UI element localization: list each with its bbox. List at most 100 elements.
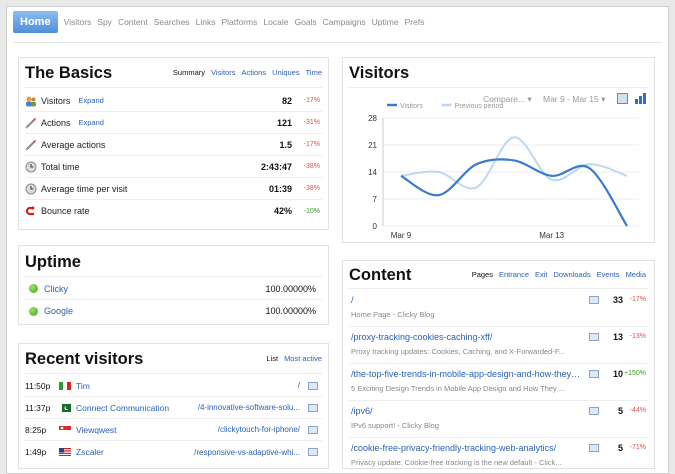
visitors-icon <box>25 95 37 107</box>
tab-media[interactable]: Media <box>625 270 646 279</box>
page-details-icon[interactable] <box>589 444 599 452</box>
nav-locale[interactable]: Locale <box>263 17 289 27</box>
x-tick-label: Mar 9 <box>391 231 412 240</box>
visitors-value: 82 <box>281 95 292 106</box>
content-path[interactable]: /cookie-free-privacy-friendly-tracking-w… <box>351 443 557 453</box>
recent-visitors-title: Recent visitors <box>25 350 144 368</box>
session-icon[interactable] <box>308 403 318 412</box>
nav-divider <box>13 42 662 43</box>
y-tick-label: 0 <box>373 222 378 231</box>
tab-entrance[interactable]: Entrance <box>498 270 529 279</box>
tab-uniques[interactable]: Uniques <box>272 68 300 77</box>
tab-list[interactable]: List <box>266 354 279 363</box>
nav-visitors[interactable]: Visitors <box>63 17 92 27</box>
tab-exit[interactable]: Exit <box>535 270 548 279</box>
nav-prefs[interactable]: Prefs <box>404 17 425 27</box>
nav-home[interactable]: Home <box>13 11 58 33</box>
average-time-value: 01:39 <box>268 183 292 194</box>
visitor-name[interactable]: Zscaler <box>76 447 104 457</box>
content-desc: Proxy tracking updates: Cookies, Caching… <box>351 347 565 356</box>
visitor-name[interactable]: Viewqwest <box>76 424 117 435</box>
content-change: -17% <box>629 296 646 303</box>
clock-icon <box>25 161 37 173</box>
visitor-path[interactable]: /clickytouch-for-iphone/ <box>217 425 300 434</box>
visitor-name[interactable]: Tim <box>76 380 90 391</box>
visitor-path[interactable]: /4-innovative-software-solu... <box>197 403 300 412</box>
y-tick-label: 7 <box>373 195 378 204</box>
nav-campaigns[interactable]: Campaigns <box>322 17 366 27</box>
visitor-path[interactable]: /responsive-vs-adaptive-whi... <box>194 447 300 457</box>
nav-spy[interactable]: Spy <box>97 17 112 27</box>
tab-most-active[interactable]: Most active <box>284 354 322 363</box>
y-tick-label: 21 <box>368 141 377 150</box>
visitors-chart-title: Visitors <box>349 64 410 82</box>
basics-label-total-time: Total time <box>41 161 80 172</box>
visitors-expand-link[interactable]: Expand <box>78 96 104 105</box>
nav-content[interactable]: Content <box>117 17 148 27</box>
visitor-row: 11:50p Tim / <box>25 375 322 397</box>
page-details-icon[interactable] <box>589 296 599 304</box>
average-actions-value: 1.5 <box>279 139 292 150</box>
content-path[interactable]: / <box>351 295 354 305</box>
y-tick-label: 28 <box>368 114 377 123</box>
content-change: +150% <box>624 370 646 377</box>
basics-row-average-actions: Average actions 1.5 -17% <box>25 134 322 156</box>
content-path[interactable]: /the-top-five-trends-in-mobile-app-desig… <box>351 369 581 379</box>
session-icon[interactable] <box>308 381 318 390</box>
session-icon[interactable] <box>308 425 318 434</box>
compare-label: Compare... <box>483 94 526 104</box>
page-details-icon[interactable] <box>589 407 599 415</box>
content-divider <box>349 288 648 289</box>
date-range-label: Mar 9 - Mar 15 <box>543 94 599 104</box>
basics-label-bounce-rate: Bounce rate <box>41 206 90 216</box>
export-icon[interactable] <box>617 93 628 104</box>
bar-chart-icon[interactable] <box>635 93 647 104</box>
uptime-name-google[interactable]: Google <box>44 306 74 316</box>
bounce-icon <box>25 205 37 217</box>
basics-row-actions: Actions Expand 121 -31% <box>25 112 322 134</box>
tab-downloads[interactable]: Downloads <box>553 270 591 279</box>
tab-time[interactable]: Time <box>305 68 322 77</box>
tab-pages[interactable]: Pages <box>471 270 493 279</box>
nav-searches[interactable]: Searches <box>153 17 190 27</box>
visitor-row: 8:25p Viewqwest /clickytouch-for-iphone/ <box>25 419 322 441</box>
bounce-rate-change: -10% <box>303 207 320 215</box>
uptime-title: Uptime <box>25 253 81 271</box>
recent-visitors-panel: Recent visitors List Most active 11:50p … <box>18 343 329 469</box>
uptime-name-clicky[interactable]: Clicky <box>44 283 68 294</box>
compare-dropdown[interactable]: Compare... ▾ <box>483 94 532 104</box>
tab-summary[interactable]: Summary <box>172 68 206 77</box>
uptime-panel: Uptime Clicky 100.00000% Google 100.0000… <box>18 245 329 325</box>
actions-icon <box>25 117 37 129</box>
x-tick-label: Mar 13 <box>539 231 564 240</box>
nav-goals[interactable]: Goals <box>294 17 317 27</box>
visitor-name[interactable]: Connect Communication <box>76 402 170 413</box>
uptime-divider <box>25 276 322 277</box>
content-path[interactable]: /ipv6/ <box>351 406 373 416</box>
tab-events[interactable]: Events <box>596 270 620 279</box>
content-count: 5 <box>617 406 623 416</box>
content-panel: Content Pages Entrance Exit Downloads Ev… <box>342 260 655 469</box>
content-row: /proxy-tracking-cookies-caching-xff/ Pro… <box>349 327 648 364</box>
content-count: 10 <box>612 369 623 379</box>
nav-links[interactable]: Links <box>195 17 216 27</box>
page-details-icon[interactable] <box>589 370 599 378</box>
legend-label: Visitors <box>400 103 423 110</box>
tab-visitors[interactable]: Visitors <box>211 68 236 77</box>
session-icon[interactable] <box>308 448 318 456</box>
date-range-dropdown[interactable]: Mar 9 - Mar 15 ▾ <box>543 94 606 104</box>
average-actions-icon <box>25 139 37 151</box>
actions-expand-link[interactable]: Expand <box>78 118 104 127</box>
content-path[interactable]: /proxy-tracking-cookies-caching-xff/ <box>351 332 493 342</box>
visitor-row: 1:49p Zscaler /responsive-vs-adaptive-wh… <box>25 441 322 463</box>
page-details-icon[interactable] <box>589 333 599 341</box>
tab-actions[interactable]: Actions <box>241 68 267 77</box>
visitor-row: 11:37p Connect Communication /4-innovati… <box>25 397 322 419</box>
visitor-time: 8:25p <box>25 424 47 435</box>
actions-change: -31% <box>303 119 320 126</box>
legend-label: Previous period <box>455 103 504 110</box>
nav-uptime[interactable]: Uptime <box>371 17 399 27</box>
content-count: 33 <box>612 295 623 305</box>
visitor-path[interactable]: / <box>297 381 300 390</box>
nav-platforms[interactable]: Platforms <box>221 17 258 27</box>
